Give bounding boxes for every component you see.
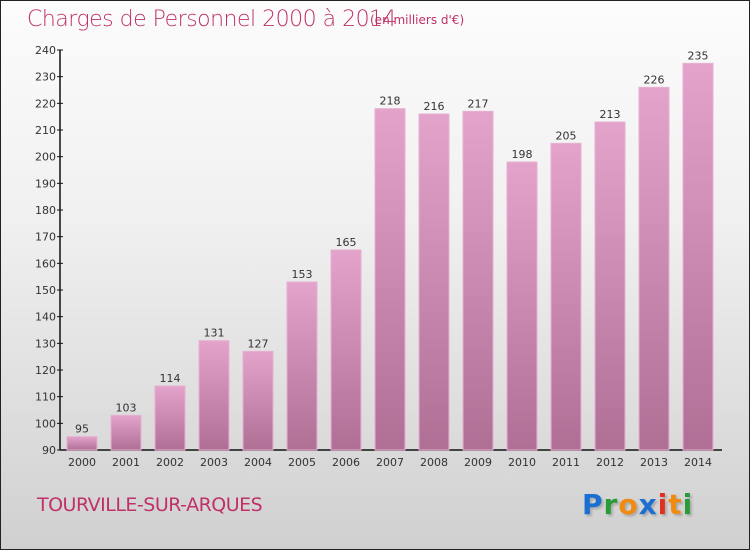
data-label: 114 [160, 372, 181, 385]
y-tick-label: 220 [35, 97, 56, 110]
x-tick-label: 2009 [464, 456, 492, 469]
chart-title: Charges de Personnel 2000 à 2014 [27, 7, 397, 32]
x-tick-label: 2011 [552, 456, 580, 469]
data-label: 213 [600, 108, 621, 121]
bar-2000 [66, 436, 98, 451]
x-tick-label: 2008 [420, 456, 448, 469]
bar-2008 [418, 113, 450, 451]
x-tick-label: 2014 [684, 456, 712, 469]
x-tick-label: 2006 [332, 456, 360, 469]
bar-2005 [286, 281, 318, 451]
x-tick-label: 2001 [112, 456, 140, 469]
x-tick-label: 2002 [156, 456, 184, 469]
proxiti-logo[interactable]: Proxiti [582, 488, 694, 521]
data-label: 235 [688, 49, 709, 62]
bar-2001 [110, 414, 142, 451]
bar-2009 [462, 110, 494, 451]
bar-2006 [330, 249, 362, 451]
y-tick-label: 120 [35, 364, 56, 377]
y-tick-label: 150 [35, 284, 56, 297]
data-label: 226 [644, 73, 665, 86]
data-label: 103 [116, 401, 137, 414]
bar-2003 [198, 340, 230, 451]
bar-2004 [242, 350, 274, 451]
data-label: 198 [512, 148, 533, 161]
city-name: TOURVILLE-SUR-ARQUES [37, 494, 263, 516]
data-label: 216 [424, 100, 445, 113]
bar-2002 [154, 385, 186, 451]
bar-2012 [594, 121, 626, 451]
data-label: 205 [556, 129, 577, 142]
data-label: 95 [75, 423, 89, 436]
bar-2011 [550, 142, 582, 451]
y-tick-label: 230 [35, 71, 56, 84]
y-tick-label: 200 [35, 151, 56, 164]
x-tick-label: 2003 [200, 456, 228, 469]
bar-2013 [638, 86, 670, 451]
y-tick-label: 210 [35, 124, 56, 137]
data-label: 218 [380, 95, 401, 108]
y-tick-label: 190 [35, 177, 56, 190]
bar-2010 [506, 161, 538, 451]
y-tick-label: 170 [35, 231, 56, 244]
x-tick-label: 2012 [596, 456, 624, 469]
data-label: 217 [468, 97, 489, 110]
y-tick-label: 180 [35, 204, 56, 217]
x-tick-label: 2010 [508, 456, 536, 469]
data-label: 153 [292, 268, 313, 281]
x-tick-label: 2007 [376, 456, 404, 469]
y-tick-label: 160 [35, 257, 56, 270]
x-tick-label: 2013 [640, 456, 668, 469]
data-label: 165 [336, 236, 357, 249]
y-tick-label: 110 [35, 391, 56, 404]
data-label: 127 [248, 337, 269, 350]
y-tick-label: 140 [35, 311, 56, 324]
bar-2007 [374, 108, 406, 451]
bar-2014 [682, 62, 714, 451]
data-label: 131 [204, 327, 225, 340]
x-tick-label: 2004 [244, 456, 272, 469]
chart-subtitle: (en milliers d'€) [370, 13, 465, 27]
y-tick-label: 240 [35, 44, 56, 57]
x-tick-label: 2000 [68, 456, 96, 469]
y-tick-label: 100 [35, 417, 56, 430]
y-tick-label: 90 [42, 444, 56, 457]
y-tick-label: 130 [35, 337, 56, 350]
x-tick-label: 2005 [288, 456, 316, 469]
